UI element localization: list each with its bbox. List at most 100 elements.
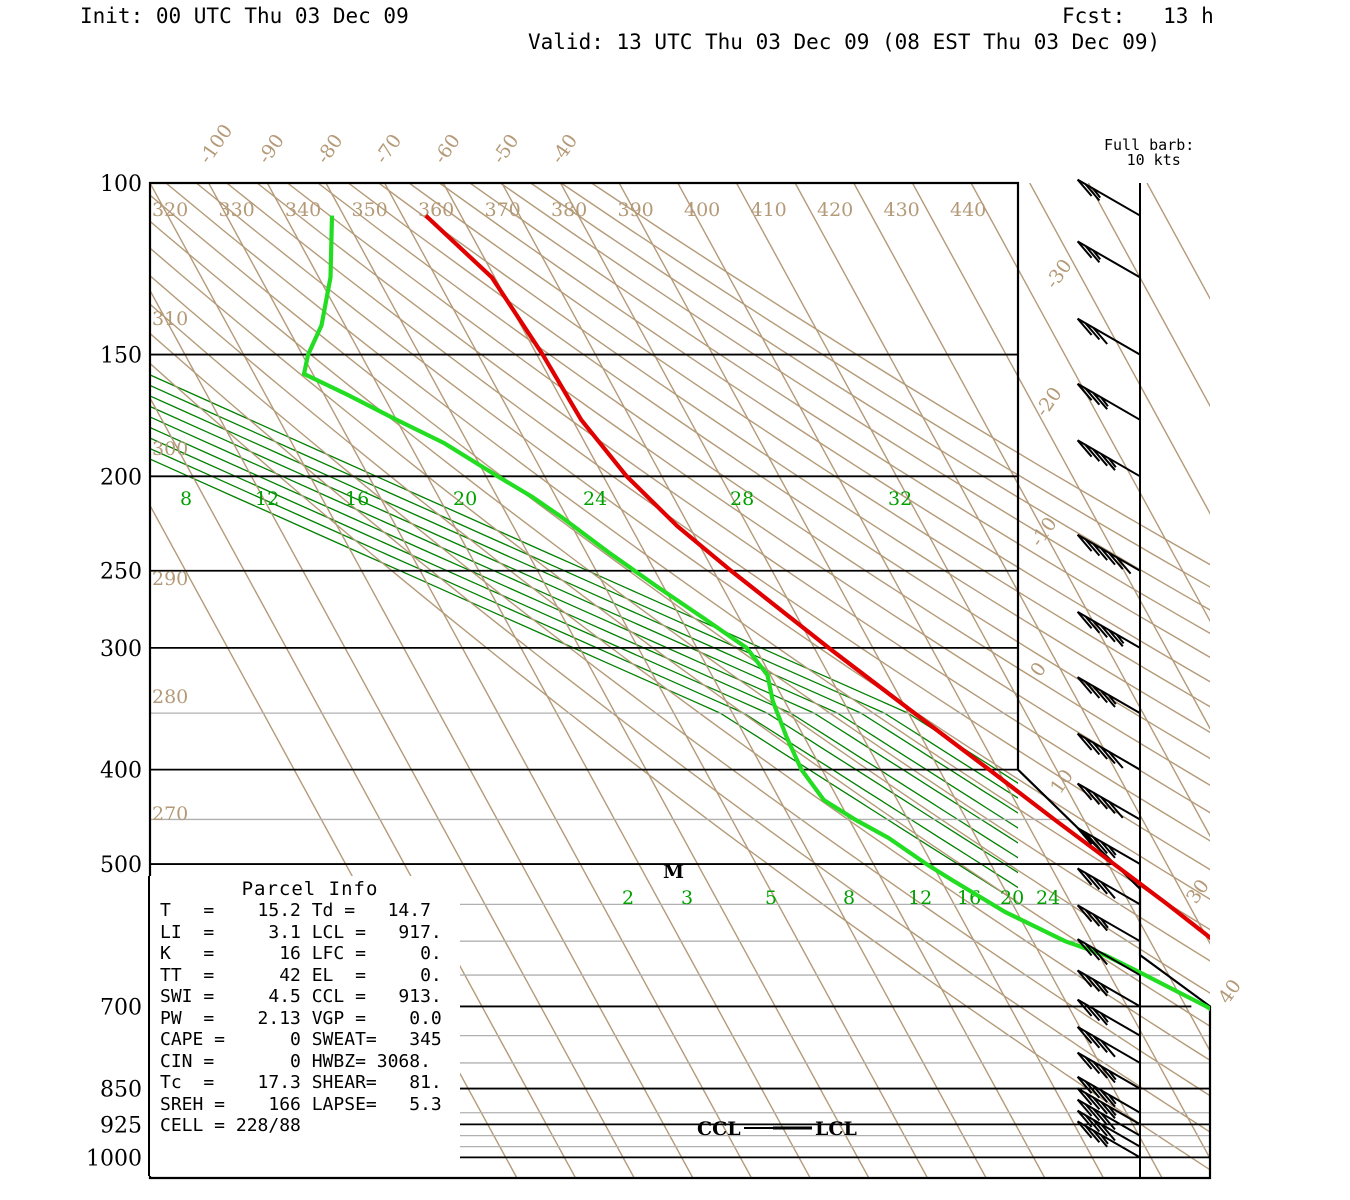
dry-adiabat-line: [150, 183, 1210, 1178]
wind-barb-feather: [1076, 676, 1093, 695]
wind-barb-feather: [1092, 913, 1108, 932]
isotherm-line: [1146, 183, 1210, 1178]
forecast-hour-label: Fcst: 13 h: [1062, 4, 1214, 28]
mixing-ratio-label-low: 5: [765, 887, 777, 909]
mixing-ratio-label: 32: [888, 488, 912, 510]
wind-barb-shaft: [1077, 1075, 1141, 1114]
dry-adiabat-line: [378, 183, 1210, 1178]
wind-barb-feather: [1092, 1060, 1108, 1079]
wind-barb-half-feather: [1100, 1134, 1109, 1145]
theta-label-top: 330: [219, 199, 255, 221]
theta-label-top: 360: [418, 199, 454, 221]
wind-barb-half-feather: [1100, 983, 1109, 994]
wind-barb-feather: [1084, 1030, 1101, 1049]
wind-barb-feather: [1092, 876, 1108, 895]
isotherm-line: [618, 183, 1163, 1178]
mixing-ratio-label-low: 8: [843, 887, 855, 909]
theta-label-top: 410: [751, 199, 787, 221]
dry-adiabat-line: [591, 183, 1210, 1178]
wind-barb-feather: [1100, 1039, 1116, 1058]
wind-barb-half-feather: [1108, 457, 1117, 468]
wind-barb-feather: [1092, 448, 1108, 467]
wind-barb-shaft: [1077, 317, 1141, 356]
pressure-tick-label: 1000: [86, 1146, 142, 1171]
wind-barb-feather: [1076, 1051, 1093, 1070]
wind-barb-feather: [1092, 543, 1108, 561]
wind-barb-feather: [1084, 787, 1101, 806]
dry-adiabat-line: [287, 183, 1210, 1178]
wind-barb-feather: [1108, 750, 1124, 769]
wind-barb-feather: [1084, 1092, 1101, 1110]
dry-adiabat-line: [165, 183, 1210, 1178]
wind-barb-feather: [1092, 947, 1108, 966]
isotherm-label-top: -80: [312, 130, 348, 168]
wind-barb-feather: [1076, 1026, 1093, 1044]
lcl-marker: LCL: [815, 1118, 857, 1140]
isotherm-label-top: -90: [253, 130, 289, 168]
wind-barb-feather: [1076, 383, 1093, 401]
wind-barb-feather: [1092, 1007, 1108, 1026]
wind-barb-feather: [1084, 909, 1101, 927]
parcel-info-row: PW = 2.13 VGP = 0.0: [160, 1007, 442, 1029]
theta-label-left: 290: [152, 568, 188, 590]
wind-barb-feather: [1084, 1056, 1101, 1075]
theta-label-top: 440: [950, 199, 986, 221]
theta-label-top: 380: [551, 199, 587, 221]
wind-barb-feather: [1100, 1123, 1116, 1142]
wind-barb-shaft: [1077, 904, 1141, 943]
mixing-ratio-line: [1202, 912, 1350, 1178]
mixing-ratio-line: [1050, 912, 1296, 1178]
wind-barb-shaft: [1077, 240, 1141, 279]
mixing-ratio-label-low: 12: [908, 887, 932, 909]
dry-adiabat-line: [226, 183, 1210, 1178]
mixing-ratio-label: 20: [453, 488, 477, 510]
wind-barb-feather: [1076, 969, 1093, 988]
wind-barb-feather: [1076, 534, 1093, 552]
mixing-ratio-line: [1161, 912, 1350, 1178]
isotherm-line: [794, 183, 1210, 1178]
wind-barb-feather: [1076, 1087, 1093, 1106]
wind-barb-half-feather: [1108, 845, 1117, 856]
wind-barb-feather: [1108, 800, 1124, 819]
pressure-tick-label: 150: [100, 344, 142, 369]
wind-barb-feather: [1115, 556, 1132, 575]
theta-label-top: 350: [352, 199, 388, 221]
dry-adiabat-line: [150, 183, 1210, 1178]
isotherm-label-top: -70: [371, 130, 407, 168]
mixing-ratio-label-low: 20: [1000, 887, 1024, 909]
wind-barb-feather: [1100, 1112, 1116, 1131]
dry-adiabat-line: [499, 183, 1210, 1178]
parcel-info-row: K = 16 LFC = 0.: [160, 943, 442, 964]
wind-barb-half-feather: [1108, 694, 1117, 705]
mixing-ratio-line: [1079, 912, 1325, 1178]
wind-barb-feather: [1076, 439, 1093, 458]
isotherm-line: [853, 183, 1210, 1178]
pressure-tick-label: 925: [100, 1113, 142, 1138]
wind-barb-feather: [1092, 685, 1108, 704]
wind-barb-feather: [1100, 1089, 1116, 1108]
wind-barb-feather: [1076, 867, 1093, 886]
isotherm-label-right: -30: [1041, 255, 1077, 293]
wind-barb-feather: [1092, 1107, 1108, 1126]
mixing-ratio-label: 12: [255, 488, 279, 510]
wind-barb-feather: [1076, 732, 1093, 751]
isotherm-line: [442, 183, 987, 1178]
wind-barb-feather: [1108, 629, 1124, 647]
wind-barb-feather: [1084, 322, 1101, 341]
parcel-info-panel: Parcel Info T = 15.2 Td = 14.7 LI = 3.1 L…: [148, 876, 460, 1176]
pressure-tick-label: 300: [100, 637, 142, 662]
pressure-tick-label: 850: [100, 1078, 142, 1103]
wind-barb-feather: [1076, 904, 1093, 923]
wind-barb-feather: [1084, 872, 1101, 890]
wind-barb-shaft: [1077, 178, 1141, 217]
wind-barb-feather: [1076, 178, 1093, 197]
isotherm-label-right: 40: [1214, 975, 1246, 1007]
wind-barb-feather: [1084, 680, 1101, 699]
wind-barb-feather: [1092, 620, 1108, 638]
init-time-label: Init: 00 UTC Thu 03 Dec 09: [80, 4, 409, 28]
parcel-info-row: CIN = 0 HWBZ= 3068.: [160, 1050, 431, 1072]
wind-barb-feather: [1076, 1120, 1093, 1139]
wind-barb-feather: [1076, 998, 1093, 1017]
wind-barb-feather: [1084, 1080, 1101, 1099]
isotherm-label-right: -20: [1031, 383, 1067, 421]
